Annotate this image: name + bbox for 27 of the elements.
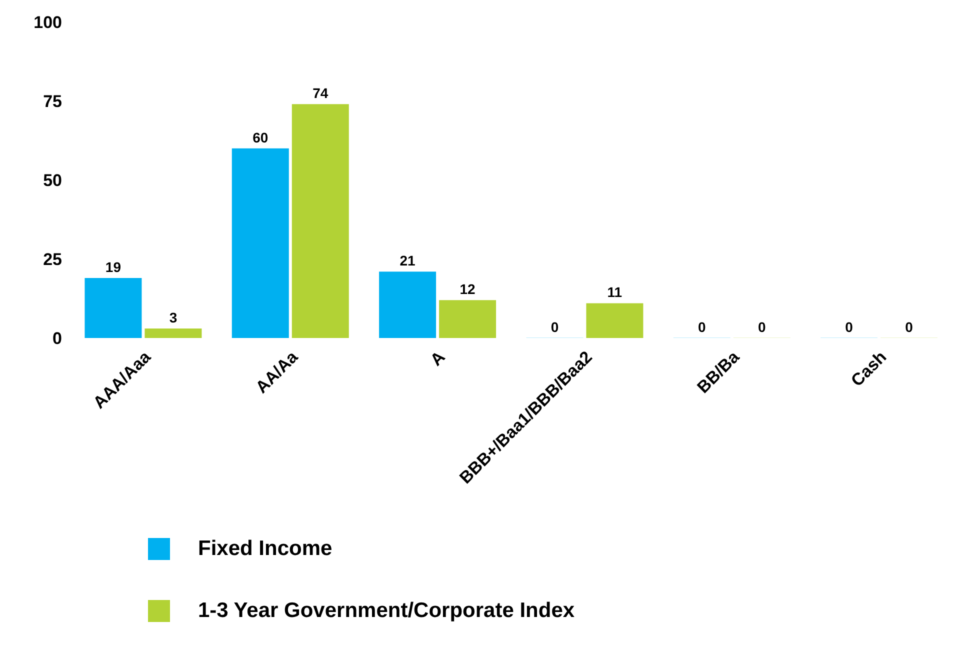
y-tick-label: 75 (43, 92, 62, 112)
data-label: 3 (169, 310, 178, 326)
bar (292, 104, 349, 338)
y-tick-label: 50 (43, 171, 62, 190)
x-tick-label: A (426, 347, 449, 370)
data-label: 12 (460, 281, 476, 298)
data-label: 0 (845, 318, 854, 335)
data-label: 21 (400, 252, 416, 269)
bar (439, 300, 496, 338)
bar (144, 328, 202, 338)
legend-label: 1-3 Year Government/Corporate Index (198, 599, 575, 623)
bar (84, 278, 142, 338)
data-label: 60 (252, 129, 268, 146)
bar (586, 303, 644, 338)
bar (379, 272, 436, 338)
data-label: 0 (698, 318, 706, 335)
data-label: 11 (607, 284, 622, 300)
data-label: 0 (905, 318, 914, 335)
data-label: 74 (312, 85, 328, 102)
y-tick-label: 100 (34, 13, 62, 32)
data-label: 19 (105, 258, 122, 275)
legend-label: Fixed Income (198, 537, 332, 561)
y-tick-label: 0 (52, 329, 62, 348)
bar (232, 148, 289, 338)
y-tick-label: 25 (43, 250, 62, 270)
data-label: 0 (758, 318, 766, 335)
data-label: 0 (550, 318, 559, 335)
